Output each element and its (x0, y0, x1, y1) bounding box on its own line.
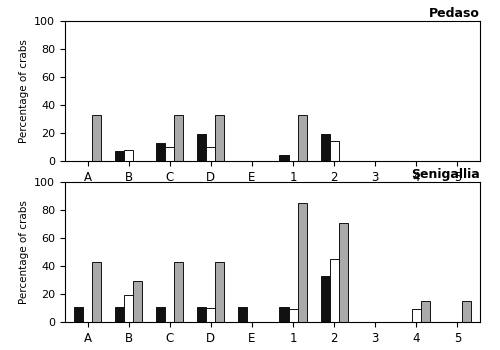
Bar (216, 262, 224, 322)
Bar (92, 262, 101, 322)
Bar (421, 301, 430, 322)
Bar (92, 115, 101, 161)
Text: Pedaso: Pedaso (429, 7, 480, 20)
Bar (320, 276, 330, 322)
Bar (74, 307, 83, 322)
Bar (156, 307, 166, 322)
Bar (133, 281, 142, 322)
Bar (124, 295, 133, 322)
Bar (330, 141, 338, 161)
Y-axis label: Percentage of crabs: Percentage of crabs (18, 200, 28, 304)
Bar (288, 309, 298, 322)
Bar (216, 115, 224, 161)
Bar (124, 150, 133, 161)
Bar (206, 308, 216, 322)
Bar (198, 307, 206, 322)
Bar (156, 143, 166, 161)
Bar (198, 134, 206, 161)
Bar (320, 134, 330, 161)
Bar (280, 307, 288, 322)
Bar (298, 203, 306, 322)
Bar (174, 115, 184, 161)
Bar (174, 262, 184, 322)
Bar (115, 151, 124, 161)
Bar (238, 307, 248, 322)
Bar (298, 115, 306, 161)
Bar (412, 309, 421, 322)
Bar (330, 259, 338, 322)
Bar (280, 155, 288, 161)
Bar (462, 301, 471, 322)
Bar (115, 307, 124, 322)
Bar (206, 147, 216, 161)
Bar (338, 223, 347, 322)
Text: Senigallia: Senigallia (411, 168, 480, 181)
Bar (166, 147, 174, 161)
Y-axis label: Percentage of crabs: Percentage of crabs (18, 39, 28, 143)
